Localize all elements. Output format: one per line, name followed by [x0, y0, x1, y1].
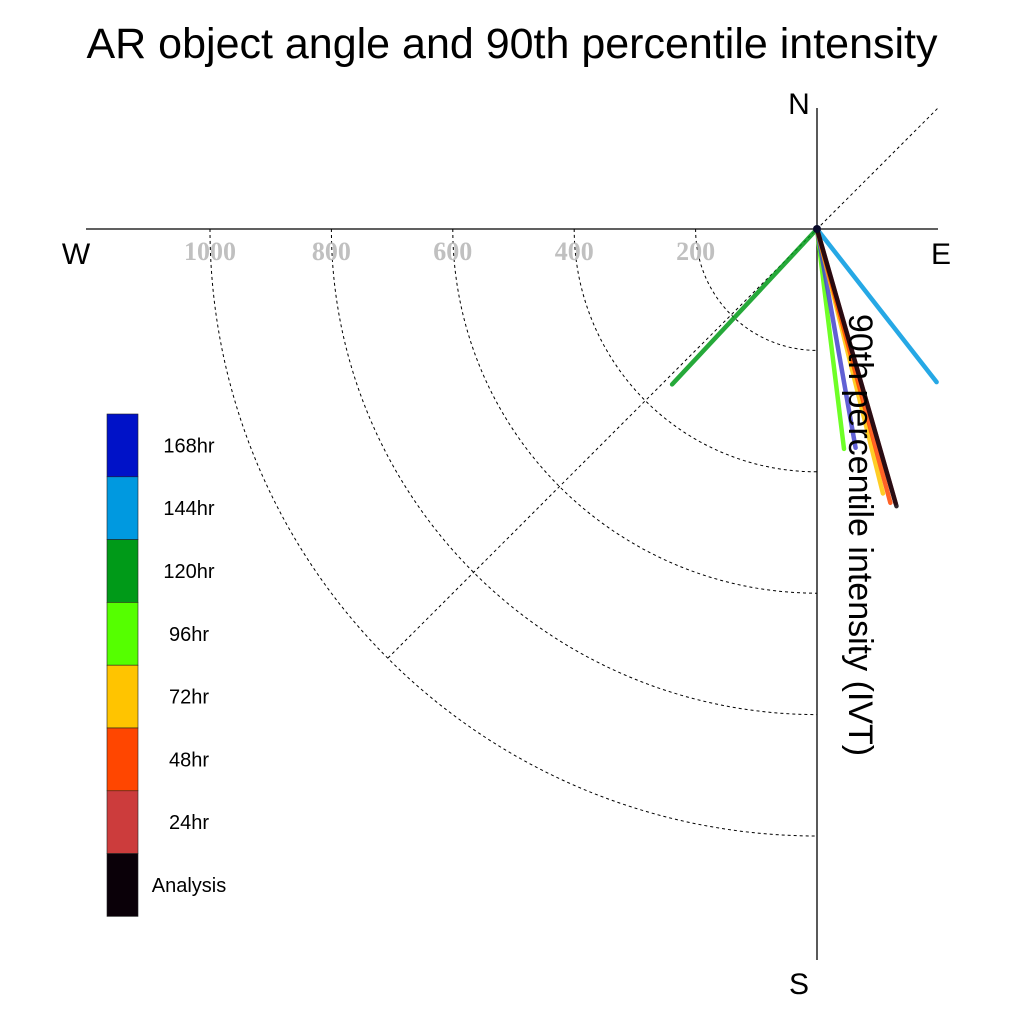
- vector-144hr: [814, 226, 939, 385]
- grid-arc-1000: [209, 228, 818, 837]
- radial-tick-label-200: 200: [676, 237, 715, 266]
- vector-analysis: [814, 226, 899, 509]
- grid-arc-200: [695, 228, 818, 351]
- legend-swatch-168hr: [106, 413, 139, 478]
- legend-label-analysis: Analysis: [152, 875, 226, 897]
- compass-north-label: N: [788, 88, 810, 121]
- legend-swatch-72hr: [106, 664, 139, 729]
- y-axis-label: 90th percentile intensity (IVT): [841, 314, 879, 756]
- legend-label-144hr: 144hr: [163, 498, 214, 520]
- legend-label-96hr: 96hr: [169, 624, 209, 646]
- legend-label-120hr: 120hr: [163, 561, 214, 583]
- grid-arc-400: [573, 228, 818, 473]
- grid: [209, 107, 939, 837]
- axes: [86, 108, 938, 960]
- legend-swatch-144hr: [106, 476, 139, 540]
- compass-south-label: S: [789, 968, 809, 1001]
- legend-label-168hr: 168hr: [163, 435, 214, 457]
- vector-120hr: [669, 226, 820, 387]
- vectors: [669, 225, 939, 509]
- radial-tick-labels: 200 400 600 800 1000: [184, 237, 715, 266]
- legend-swatch-48hr: [106, 727, 139, 792]
- origin-point: [813, 225, 821, 233]
- legend-swatch-96hr: [106, 602, 139, 666]
- radial-tick-label-1000: 1000: [184, 237, 236, 266]
- compass-west-label: W: [62, 238, 91, 271]
- legend-swatch-120hr: [106, 539, 139, 603]
- chart-title: AR object angle and 90th percentile inte…: [87, 20, 938, 68]
- legend-label-72hr: 72hr: [169, 687, 209, 709]
- grid-diagonal: [387, 107, 939, 659]
- legend-swatch-analysis: [106, 853, 139, 917]
- radial-tick-label-400: 400: [555, 237, 594, 266]
- legend: 168hr 144hr 120hr 96hr 72hr 48hr 24hr Analysis: [106, 413, 226, 917]
- vector-168hr: [814, 226, 858, 451]
- compass-east-label: E: [931, 238, 951, 271]
- radial-tick-label-600: 600: [433, 237, 472, 266]
- grid-arc-800: [330, 228, 818, 716]
- radial-tick-label-800: 800: [312, 237, 351, 266]
- legend-label-48hr: 48hr: [169, 749, 209, 771]
- grid-arc-600: [452, 228, 818, 594]
- legend-label-24hr: 24hr: [169, 812, 209, 834]
- legend-swatch-24hr: [106, 790, 139, 854]
